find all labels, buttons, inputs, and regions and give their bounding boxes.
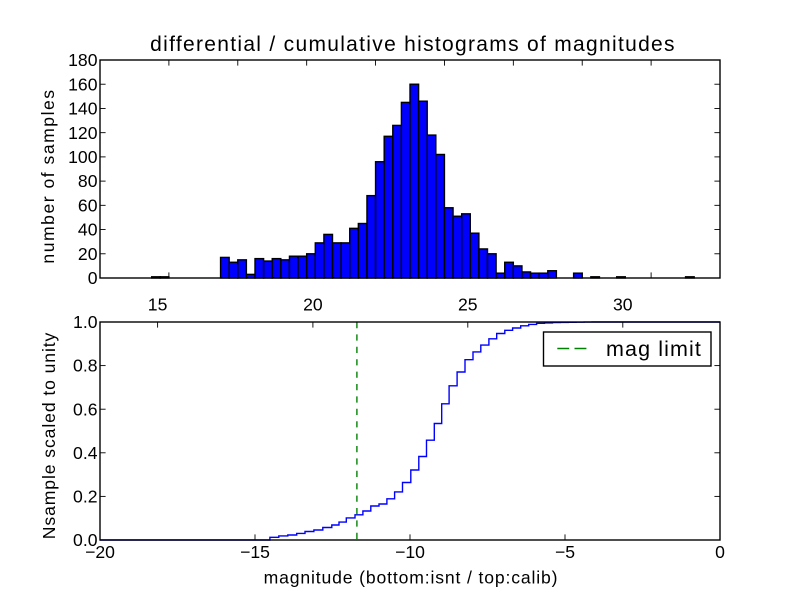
- svg-text:140: 140: [68, 99, 98, 119]
- svg-text:−20: −20: [85, 542, 115, 562]
- svg-text:number of samples: number of samples: [38, 88, 58, 263]
- svg-text:Nsample scaled to unity: Nsample scaled to unity: [39, 332, 59, 539]
- svg-text:80: 80: [78, 171, 98, 191]
- svg-text:20: 20: [78, 244, 98, 264]
- svg-text:0.4: 0.4: [73, 443, 98, 463]
- svg-text:160: 160: [68, 74, 98, 94]
- svg-text:15: 15: [148, 295, 168, 315]
- svg-text:20: 20: [303, 295, 323, 315]
- svg-text:1.0: 1.0: [73, 312, 98, 332]
- svg-text:120: 120: [68, 123, 98, 143]
- svg-text:100: 100: [68, 147, 98, 167]
- svg-text:mag limit: mag limit: [606, 337, 702, 361]
- svg-text:30: 30: [613, 295, 633, 315]
- svg-text:0.0: 0.0: [73, 530, 98, 550]
- svg-text:−10: −10: [395, 542, 425, 562]
- svg-text:60: 60: [78, 195, 98, 215]
- svg-text:0: 0: [88, 268, 98, 288]
- svg-text:differential / cumulative hist: differential / cumulative histograms of …: [150, 33, 676, 56]
- svg-text:0: 0: [715, 542, 725, 562]
- svg-text:180: 180: [68, 50, 98, 70]
- svg-text:0.8: 0.8: [73, 356, 98, 376]
- svg-text:−5: −5: [555, 542, 575, 562]
- svg-text:magnitude (bottom:isnt / top:c: magnitude (bottom:isnt / top:calib): [264, 568, 559, 588]
- svg-text:0.2: 0.2: [73, 487, 97, 507]
- svg-text:−15: −15: [240, 542, 270, 562]
- svg-text:0.6: 0.6: [73, 399, 98, 419]
- svg-text:40: 40: [78, 220, 98, 240]
- svg-text:25: 25: [458, 295, 478, 315]
